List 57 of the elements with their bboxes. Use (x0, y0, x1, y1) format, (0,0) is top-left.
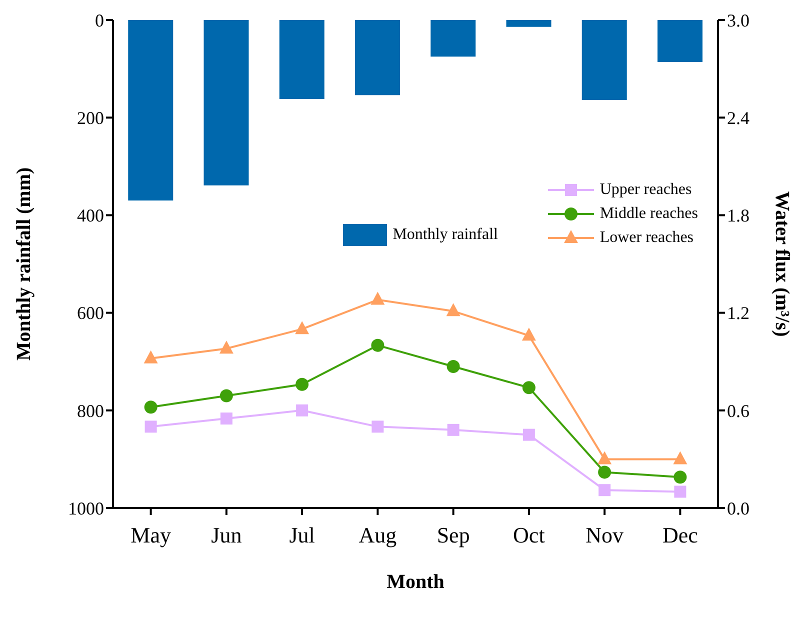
point (522, 381, 536, 394)
y-tick-label: 600 (77, 303, 104, 324)
point (144, 420, 157, 433)
point (144, 400, 158, 414)
y2-tick-label: 1.8 (727, 206, 750, 226)
point (296, 378, 309, 391)
x-tick-label: Jul (289, 522, 315, 548)
x-tick-label: Aug (358, 522, 397, 548)
x-tick-label: Sep (436, 522, 470, 548)
y-tick-label: 800 (77, 400, 104, 421)
bar (506, 20, 552, 27)
bar (355, 20, 400, 96)
point (446, 303, 460, 316)
point (371, 338, 384, 352)
y-tick-label: 400 (77, 206, 104, 226)
x-tick-label: Oct (513, 522, 545, 548)
bar (582, 20, 627, 100)
bar (128, 20, 174, 201)
y-tick-label: 200 (77, 108, 104, 128)
y2-tick-label: 2.4 (727, 108, 750, 128)
y-axis-title: Monthly rainfall (mm) (13, 167, 36, 361)
y2-tick-label: 1.2 (727, 303, 750, 324)
point (296, 404, 308, 416)
point (219, 340, 234, 354)
y-tick-label: 1000 (68, 498, 104, 518)
point (295, 321, 310, 334)
x-axis-title: Month (386, 571, 444, 593)
y2-tick-label: 3.0 (727, 10, 750, 30)
x-tick-label: Nov (586, 522, 624, 548)
bar (430, 20, 476, 57)
bar (658, 20, 702, 62)
legend-label: Monthly rainfall (392, 226, 498, 244)
x-tick-label: Jun (211, 522, 242, 548)
legend-label: Upper reaches (600, 181, 692, 199)
y2-tick-label: 0.0 (727, 498, 750, 518)
point (598, 484, 611, 496)
point (522, 428, 535, 441)
point (446, 360, 460, 373)
point (598, 466, 612, 479)
y-tick-label: 0 (95, 10, 104, 30)
point (144, 350, 158, 364)
point (522, 328, 536, 341)
y2-tick-label: 0.6 (727, 400, 750, 421)
legend-label: Lower reaches (600, 229, 694, 247)
point (370, 292, 385, 305)
point (447, 424, 460, 436)
bar (279, 20, 324, 100)
point (674, 486, 686, 498)
point (220, 412, 232, 425)
bar (204, 20, 249, 186)
legend-label: Middle reaches (600, 205, 698, 223)
point (674, 470, 687, 484)
y2-axis-title: Water flux (m³/s) (770, 191, 793, 337)
point (220, 389, 233, 402)
point (372, 420, 384, 433)
x-tick-label: Dec (662, 522, 698, 548)
x-tick-label: May (130, 522, 171, 548)
